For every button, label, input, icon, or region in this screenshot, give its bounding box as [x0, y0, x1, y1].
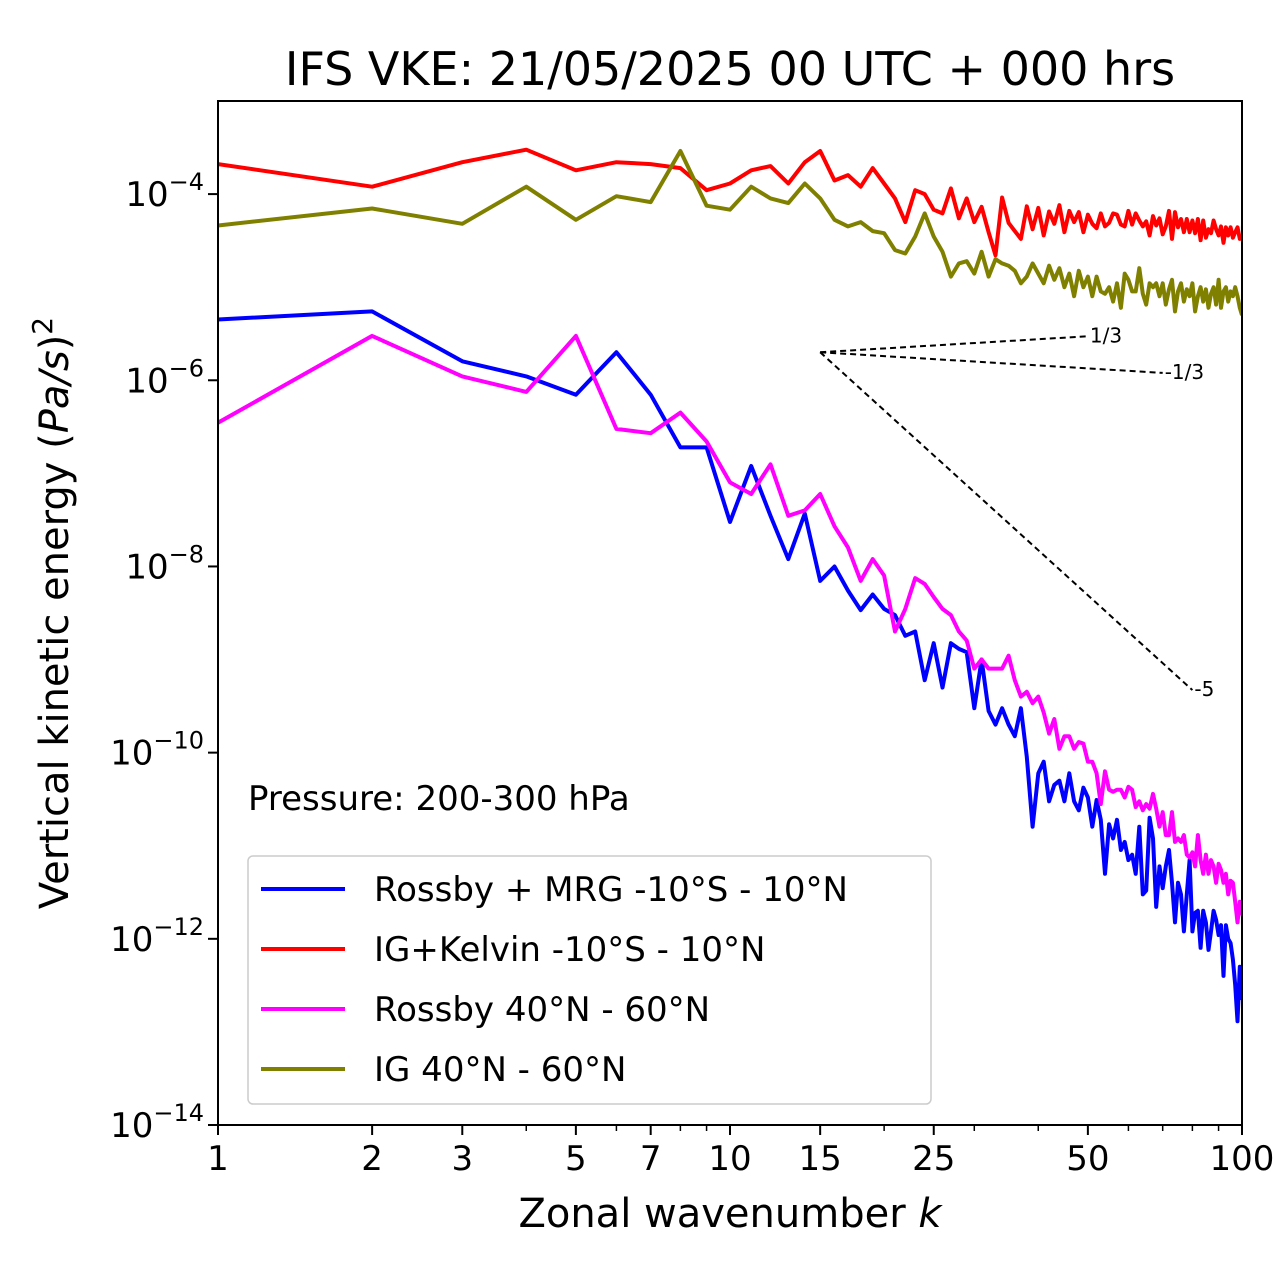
- reference-label-1-3: 1/3: [1090, 323, 1122, 347]
- x-tick-label: 3: [451, 1139, 473, 1179]
- x-tick-label: 5: [565, 1139, 587, 1179]
- x-tick-label: 100: [1210, 1139, 1275, 1179]
- x-tick-label: 25: [912, 1139, 955, 1179]
- reference-label-5: -5: [1194, 677, 1214, 701]
- y-axis-label: Vertical kinetic energy (Pa/s)2: [26, 317, 78, 909]
- series-line-ig-40-n-60-n: [218, 149, 1242, 316]
- y-tick-label: 10−4: [125, 168, 204, 215]
- x-tick-label: 10: [708, 1139, 751, 1179]
- y-tick-label: 10−6: [125, 354, 204, 401]
- series-layer: [218, 147, 1242, 1024]
- pressure-annotation: Pressure: 200-300 hPa: [248, 779, 630, 819]
- series-line-rossby-40-n-60-n: [218, 333, 1242, 925]
- legend-label-ig-40-n-60-n: IG 40°N - 60°N: [374, 1050, 626, 1090]
- x-tick-label: 15: [799, 1139, 842, 1179]
- reference-lines: 1/3 -1/3 -5: [819, 323, 1214, 701]
- reference-label-1-3: -1/3: [1165, 360, 1204, 384]
- y-tick-label: 10−8: [125, 540, 204, 587]
- legend-label-rossby-40-n-60-n: Rossby 40°N - 60°N: [374, 990, 710, 1030]
- x-axis-label: Zonal wavenumber k: [518, 1191, 943, 1237]
- x-tick-label: 50: [1066, 1139, 1109, 1179]
- y-tick-label: 10−10: [110, 727, 204, 774]
- x-tick-label: 7: [640, 1139, 662, 1179]
- reference-line-1-3: [820, 351, 1163, 374]
- legend-box: [247, 855, 932, 1105]
- x-tick-label: 2: [361, 1139, 383, 1179]
- y-tick-label: 10−14: [110, 1099, 204, 1146]
- series-line-ig-kelvin-10-s-10-n: [218, 147, 1242, 258]
- reference-line-1-3: [820, 335, 1088, 354]
- series-line-rossby-mrg-10-s-10-n: [218, 309, 1242, 1024]
- reference-line-5: [819, 351, 1194, 691]
- y-tick-label: 10−12: [110, 913, 204, 960]
- x-axis: 1 2 3 5 7 10 15 25 50 100: [207, 1125, 1274, 1179]
- chart-title: IFS VKE: 21/05/2025 00 UTC + 000 hrs: [285, 42, 1175, 96]
- legend: Rossby + MRG -10°S - 10°N IG+Kelvin -10°S…: [247, 855, 932, 1105]
- legend-label-rossby-mrg-10-s-10-n: Rossby + MRG -10°S - 10°N: [374, 870, 848, 910]
- y-axis: 10−14 10−12 10−10 10−8 10−6 10−4: [110, 168, 218, 1146]
- x-tick-label: 1: [207, 1139, 229, 1179]
- legend-label-ig-kelvin-10-s-10-n: IG+Kelvin -10°S - 10°N: [374, 930, 765, 970]
